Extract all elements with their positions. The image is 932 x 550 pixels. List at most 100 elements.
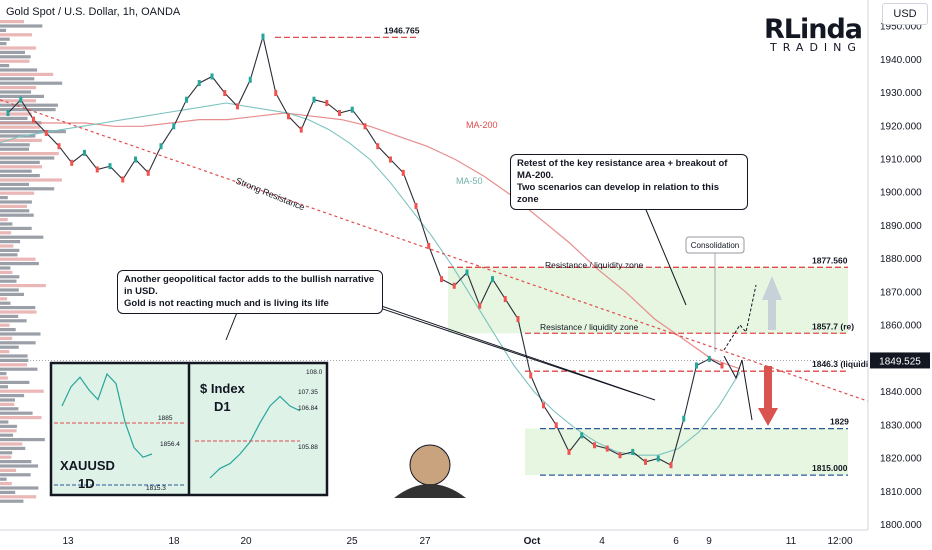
price-candle — [682, 415, 686, 422]
price-candle — [287, 113, 290, 120]
volume-profile-bar — [0, 169, 32, 173]
price-candle — [210, 73, 214, 80]
volume-profile-bar — [0, 266, 11, 270]
volume-profile-bar — [0, 64, 10, 68]
volume-profile-bar — [0, 301, 11, 305]
volume-profile-bar — [0, 275, 20, 279]
price-candle — [529, 372, 533, 379]
support-zone-lower — [525, 428, 848, 476]
currency-selector[interactable]: USD — [882, 3, 928, 25]
volume-profile-bar — [0, 288, 19, 292]
volume-profile-bar — [0, 108, 56, 112]
price-candle — [631, 448, 635, 455]
consolidation-label: Consolidation — [691, 241, 739, 250]
x-tick-label: 11 — [786, 536, 797, 547]
volume-profile-bar — [0, 314, 19, 318]
volume-profile-bar — [0, 328, 16, 332]
price-candle — [312, 96, 316, 103]
geo-pointer-2 — [349, 297, 641, 396]
price-candle — [108, 163, 112, 170]
price-candle — [134, 156, 137, 163]
y-tick-label: 1810.000 — [880, 487, 922, 498]
y-tick-label: 1890.000 — [880, 221, 922, 232]
volume-profile-bar — [0, 222, 13, 226]
price-axis-bg — [868, 0, 932, 550]
volume-profile-bar — [0, 112, 32, 116]
volume-profile-bar — [0, 336, 13, 340]
volume-profile-bar — [0, 380, 30, 384]
volume-profile-bar — [0, 451, 13, 455]
level-label: 1857.7 (re) — [812, 321, 854, 331]
volume-profile-bar — [0, 442, 23, 446]
volume-profile-bar — [0, 165, 43, 169]
volume-profile-bar — [0, 68, 38, 72]
price-candle — [19, 96, 23, 103]
price-candle — [503, 296, 507, 303]
strong-resistance-label: Strong Resistance — [234, 176, 306, 213]
x-tick-label: 18 — [168, 536, 180, 547]
volume-profile-bar — [0, 262, 39, 266]
price-candle — [299, 126, 303, 133]
volume-profile-bar — [0, 143, 30, 147]
volume-profile-bar — [0, 407, 19, 411]
volume-profile-bar — [0, 429, 17, 433]
volume-profile-bar — [0, 486, 39, 490]
volume-profile-bar — [0, 433, 14, 437]
volume-profile-bar — [0, 33, 33, 37]
volume-profile-bar — [0, 385, 8, 389]
volume-profile-bar — [0, 319, 27, 323]
x-tick-label: 6 — [673, 536, 679, 547]
geo-note: Another geopolitical factor adds to the … — [117, 270, 383, 314]
xau-level-label: 1885 — [158, 415, 173, 422]
volume-profile-bar — [0, 424, 17, 428]
xau-title: XAUUSD — [60, 458, 115, 473]
volume-profile-bar — [0, 204, 27, 208]
volume-profile-bar — [0, 90, 32, 94]
geo-note-line1: Another geopolitical factor adds to the … — [124, 274, 375, 297]
brand-logo: RLinda TRADING — [764, 14, 863, 54]
volume-profile-bar — [0, 482, 12, 486]
y-tick-label: 1930.000 — [880, 88, 922, 99]
volume-profile-bar — [0, 138, 42, 142]
volume-profile-bar — [0, 345, 19, 349]
dxy-title: $ Index — [200, 381, 246, 396]
volume-profile-bar — [0, 455, 12, 459]
volume-profile-bar — [0, 178, 62, 182]
dxy-mini-line — [209, 395, 301, 479]
dxy-timeframe: D1 — [214, 399, 231, 414]
volume-profile-bar — [0, 270, 13, 274]
volume-profile-bar — [0, 473, 31, 477]
bullish-scenario-path — [723, 284, 757, 351]
ma-200-label: MA-200 — [466, 120, 498, 130]
volume-profile-bar — [0, 306, 36, 310]
price-candle — [554, 422, 558, 429]
x-tick-label: 13 — [62, 536, 74, 547]
brand-sub: TRADING — [770, 41, 862, 54]
volume-profile-bar — [0, 116, 28, 120]
volume-profile-bar — [0, 196, 8, 200]
y-tick-label: 1860.000 — [880, 321, 922, 332]
ma-200-line — [0, 112, 741, 370]
price-candle — [427, 242, 431, 249]
volume-profile-bar — [0, 240, 21, 244]
dxy-level-label: 108.0 — [306, 369, 323, 376]
character-face — [409, 444, 451, 486]
level-label: 1946.765 — [384, 25, 420, 35]
volume-profile-bar — [0, 226, 32, 230]
bearish-arrow-icon — [758, 366, 778, 426]
price-candle — [389, 156, 392, 163]
volume-profile-bar — [0, 134, 36, 138]
retest-note-line2: Two scenarios can develop in relation to… — [517, 182, 720, 205]
price-candle — [338, 110, 341, 116]
volume-profile-bar — [0, 152, 59, 156]
volume-profile-bar — [0, 200, 32, 204]
zone-label-lower: Resistance / liquidity zone — [540, 322, 639, 332]
volume-profile-bar — [0, 460, 32, 464]
volume-profile-bar — [0, 499, 24, 503]
volume-profile-bar — [0, 438, 45, 442]
price-candle — [95, 166, 99, 173]
volume-profile-bar — [0, 477, 7, 481]
volume-profile-bar — [0, 28, 7, 32]
price-candle — [605, 445, 609, 452]
